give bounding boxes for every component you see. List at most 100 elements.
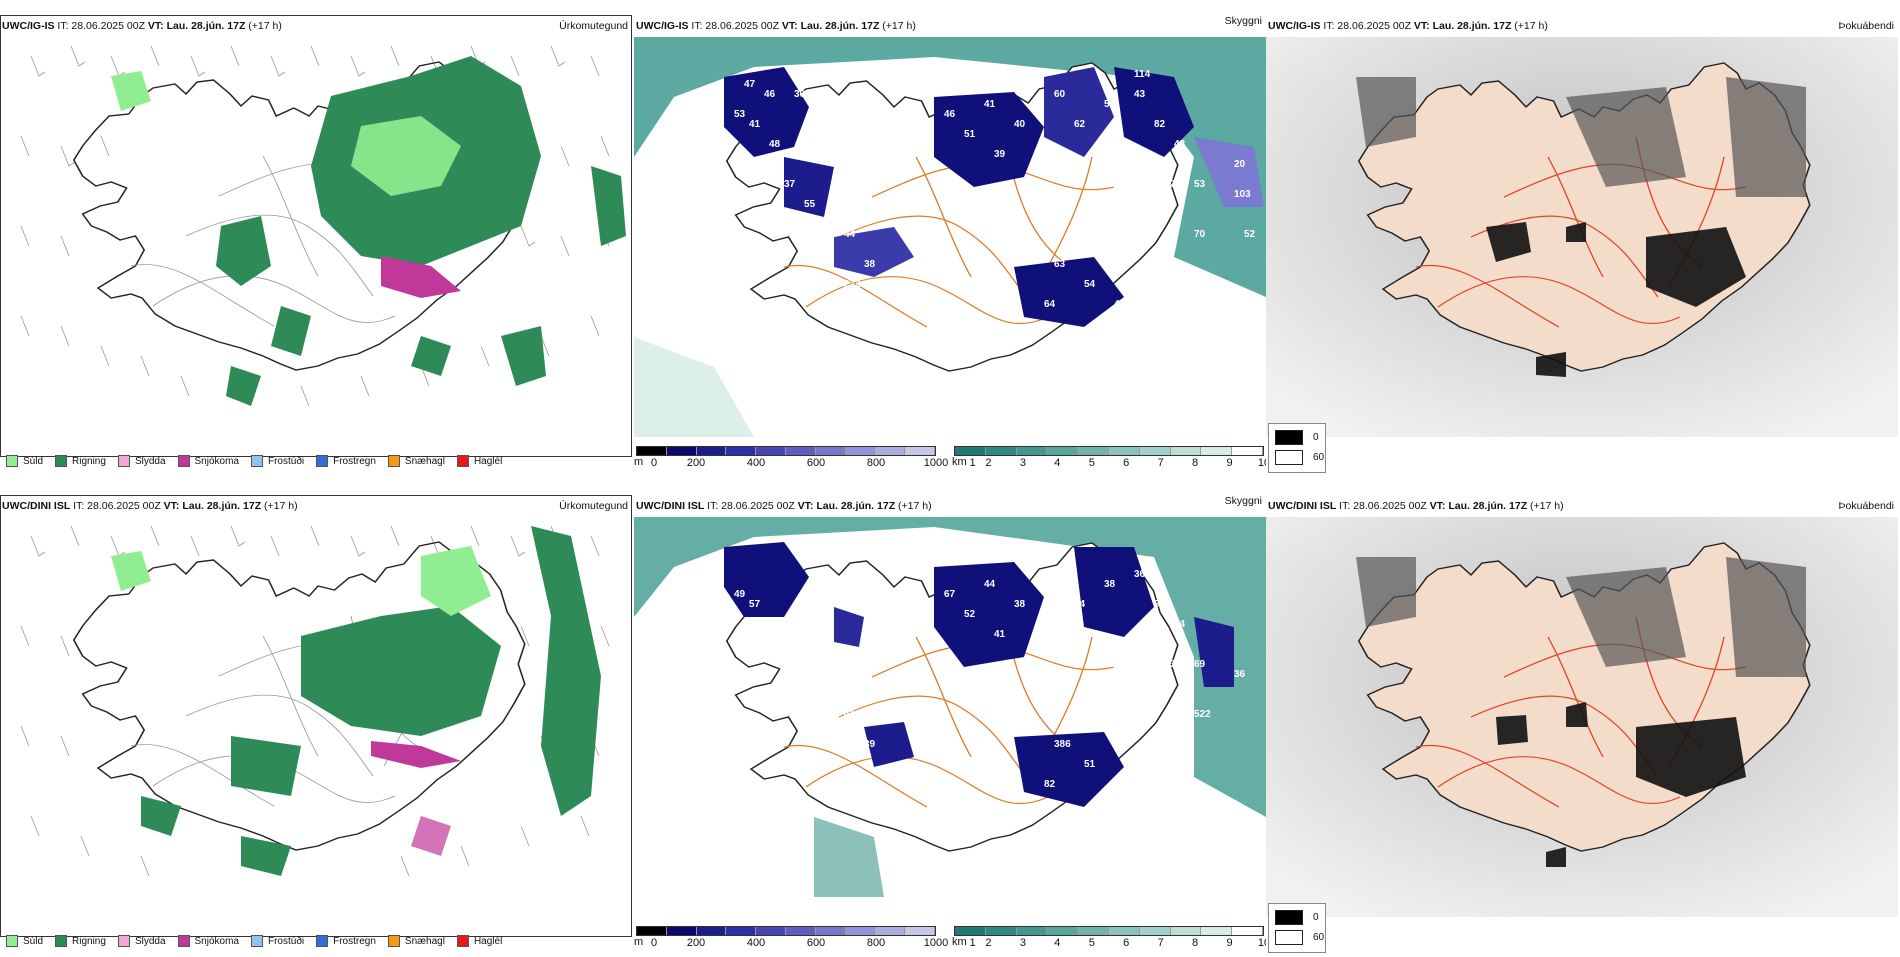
colorbar-swatch: [1047, 927, 1079, 935]
fog-legend-swatch: [1275, 450, 1303, 465]
colorbar-tick-label: 600: [806, 937, 826, 949]
fog-panel-bottom: 0 60 UWC/DINI ISL IT: 28.06.2025 00Z VT:…: [1266, 495, 1898, 957]
cloud-base-label: 51: [1084, 759, 1096, 770]
legend-item-rigning: Rigning: [55, 455, 106, 467]
colorbar-swatch: [1170, 447, 1202, 455]
init-time: IT: 28.06.2025 00Z: [707, 500, 795, 512]
colorbar-tick-label: 200: [686, 937, 706, 949]
cloud-base-label: 62: [1074, 119, 1086, 130]
cloud-base-label: 40: [1014, 119, 1026, 130]
cloud-base-label: 30: [794, 89, 806, 100]
cloud-base-label: 49: [734, 589, 746, 600]
visibility-panel-top: 47 46 30 53 41 48 35 37 55 44 38 32 46 51 41 39 40 60 62 55…: [634, 15, 1266, 477]
colorbar-swatch: [1078, 927, 1109, 935]
cloud-base-label: 69: [1194, 659, 1206, 670]
legend-item-frostregn: Frostregn: [316, 455, 376, 467]
cloud-base-label: 114: [1134, 69, 1151, 80]
colorbar-tick-label: 2: [985, 457, 992, 469]
legend-label: Slydda: [134, 935, 166, 947]
cloud-base-label: 42: [1164, 179, 1176, 190]
cloud-base-colorbar: 0 200 400 600 800 1000 m: [634, 926, 948, 951]
legend-swatch: [6, 455, 18, 467]
fog-legend-row: 0: [1275, 910, 1319, 925]
colorbar-swatches: [636, 446, 936, 456]
colorbar-swatch: [756, 447, 786, 455]
colorbar-tick-label: 200: [686, 457, 706, 469]
cloud-base-label: 67: [944, 589, 956, 600]
colorbar-tick-label: 8: [1192, 457, 1199, 469]
cloud-base-label: 64: [1044, 299, 1056, 310]
colorbar-swatch: [637, 447, 667, 455]
colorbar-swatch: [666, 447, 697, 455]
fog-legend-label: 60: [1313, 932, 1325, 943]
valid-time: Lau. 28.jún. 17Z: [816, 500, 896, 512]
colorbar-swatch: [785, 927, 816, 935]
legend-swatch: [316, 935, 329, 947]
cloud-base-label: 43: [769, 619, 781, 630]
cloud-base-colorbar: 0 200 400 600 800 1000 m: [634, 446, 948, 471]
legend-item-rigning: Rigning: [55, 935, 106, 947]
colorbar-swatches: [954, 446, 1264, 456]
colorbar-tick-label: 6: [1123, 937, 1130, 949]
colorbar-swatch: [1201, 927, 1233, 935]
colorbar-tick-label: 800: [866, 457, 886, 469]
colorbar-swatch: [637, 927, 667, 935]
colorbar-swatch: [1232, 927, 1263, 935]
legend-item-frostudi: Frostúði: [250, 455, 304, 467]
colorbar-unit: km: [952, 936, 967, 948]
legend-item-haglel: Haglél: [456, 455, 502, 467]
cloud-base-label: 39: [994, 149, 1006, 160]
legend-swatch: [117, 455, 130, 467]
cloud-base-label: 57: [884, 689, 896, 700]
cloud-base-label: 55: [1104, 99, 1116, 110]
colorbar-swatch: [905, 927, 935, 935]
cloud-base-label: 41: [984, 99, 996, 110]
cloud-base-label: 41: [844, 709, 856, 720]
legend-label: Snæhagl: [404, 455, 445, 467]
colorbar-swatch: [905, 447, 935, 455]
product-name: Þokuábendi: [1838, 20, 1894, 32]
cloud-base-label: 41: [994, 629, 1006, 640]
colorbar-tick-label: 5: [1088, 937, 1095, 949]
low-cloud-areas: [724, 542, 1234, 807]
cloud-base-label: 63: [1164, 659, 1176, 670]
wind-barbs: [20, 45, 610, 407]
cloud-base-label: 44: [1154, 209, 1166, 220]
valid-time-label: VT:: [797, 500, 814, 512]
colorbar-swatch: [1170, 927, 1202, 935]
panel-header: UWC/DINI ISL IT: 28.06.2025 00Z VT: Lau.…: [636, 500, 932, 512]
cloud-base-label: 272: [844, 279, 861, 290]
colorbar-tick-label: 5: [1088, 457, 1095, 469]
colorbar-tick-label: 0: [650, 457, 658, 469]
valid-time: Lau. 28.jún. 17Z: [1448, 500, 1528, 512]
legend-item-frostudi: Frostúði: [250, 935, 304, 947]
cloud-base-label: 46: [764, 89, 776, 100]
colorbar-tick-label: 10: [1257, 457, 1266, 469]
fog-legend-label: 60: [1313, 452, 1325, 463]
map-fog-top: [1266, 37, 1898, 437]
cloud-base-label: 46: [944, 109, 956, 120]
panel-header: UWC/IG-IS IT: 28.06.2025 00Z VT: Lau. 28…: [636, 20, 916, 32]
valid-time: Lau. 28.jún. 17Z: [800, 20, 880, 32]
cloud-base-label: 386: [1054, 739, 1071, 750]
colorbar-ticks: 12 3 4 5 6 7 8 9 10: [954, 937, 1266, 951]
cloud-base-label: 48: [769, 139, 781, 150]
colorbar-ticks: 0 200 400 600 800 1000: [636, 457, 948, 471]
colorbar-tick-label: 2: [985, 937, 992, 949]
colorbar-swatch: [726, 447, 757, 455]
cloud-base-label: 38: [864, 259, 876, 270]
colorbar-swatch: [726, 927, 757, 935]
fog-legend: 0 60: [1268, 903, 1326, 953]
cloud-base-label: 37: [784, 179, 796, 190]
colorbar-tick-label: 400: [746, 457, 766, 469]
cloud-base-label: 38: [1104, 579, 1116, 590]
colorbar-swatch: [1232, 447, 1263, 455]
colorbar-tick-label: 7: [1157, 937, 1164, 949]
cloud-base-label: 53: [1194, 179, 1206, 190]
cloud-base-label: 47: [744, 79, 756, 90]
cloud-base-label: 43: [1134, 89, 1146, 100]
map-visibility-top: 47 46 30 53 41 48 35 37 55 44 38 32 46 51 41 39 40 60 62 55…: [634, 37, 1266, 437]
colorbar-swatch: [1139, 927, 1171, 935]
legend-item-snjokoma: Snjókoma: [177, 455, 239, 467]
cloud-base-label: 44: [984, 579, 996, 590]
